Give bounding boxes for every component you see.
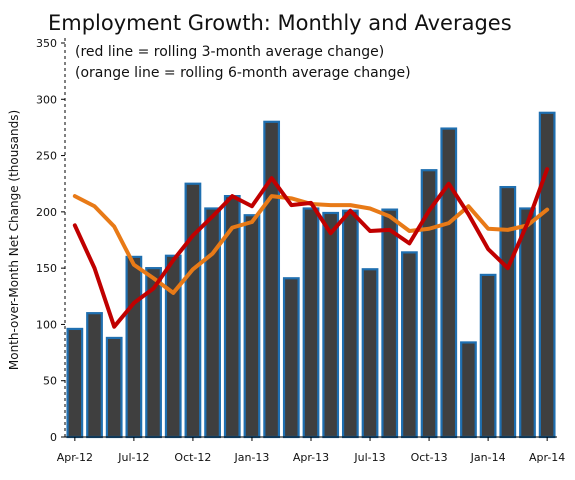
bar-Jun-12 [105,336,123,439]
x-tick-label-Jan-13: Jan-13 [233,451,269,464]
y-axis-label: Month-over-Month Net Change (thousands) [7,110,21,370]
x-tick-label-Jul-12: Jul-12 [117,451,149,464]
chart-title: Employment Growth: Monthly and Averages [48,11,512,35]
bar-May-12 [86,312,103,439]
bar-Dec-13 [460,341,477,439]
bar-Jan-14 [479,273,497,439]
x-tick-label-Apr-12: Apr-12 [57,451,93,464]
x-tick-label-Apr-14: Apr-14 [529,451,565,464]
x-tick-label-Apr-13: Apr-13 [293,451,329,464]
y-tick-label-100: 100 [36,318,57,331]
bar-May-13 [322,211,340,439]
plot-area: 0 50 100 150 200 250 300 350 Apr-12 Jul-12 Oct-12 J… [36,37,565,464]
y-tick-label-50: 50 [43,375,57,388]
y-tick-label-200: 200 [36,206,57,219]
bar-Sep-13 [401,251,418,439]
y-tick-label-0: 0 [50,431,57,444]
bar-Sep-12 [164,254,182,439]
bar-Jul-13 [361,268,379,439]
bar-Jun-13 [341,209,359,439]
bar-Oct-12 [184,182,202,439]
y-tick-label-150: 150 [36,262,57,275]
subtitle-line-1: (red line = rolling 3-month average chan… [75,44,384,60]
y-tick-label-300: 300 [36,93,57,106]
bar-Mar-13 [282,277,300,439]
subtitle-line-2: (orange line = rolling 6-month average c… [75,65,411,81]
bar-Jan-13 [243,214,261,439]
bar-Feb-14 [499,185,517,439]
x-tick-label-Oct-12: Oct-12 [174,451,211,464]
bar-Aug-13 [381,208,399,439]
x-tick-label-Jan-14: Jan-14 [470,451,506,464]
rolling-3-month-line [72,167,550,329]
bar-Jul-12 [125,255,143,439]
bar-Nov-13 [440,127,458,439]
x-tick-label-Jul-13: Jul-13 [353,451,385,464]
bar-Feb-13 [263,120,281,439]
bar-Apr-12 [66,327,84,439]
y-tick-label-250: 250 [36,150,57,163]
x-tick-label-Oct-13: Oct-13 [411,451,448,464]
bar-Mar-14 [519,207,536,439]
bar-Nov-12 [204,207,221,439]
bar-Apr-14 [538,111,556,439]
bar-Apr-13 [302,207,320,439]
y-tick-label-350: 350 [36,37,57,50]
